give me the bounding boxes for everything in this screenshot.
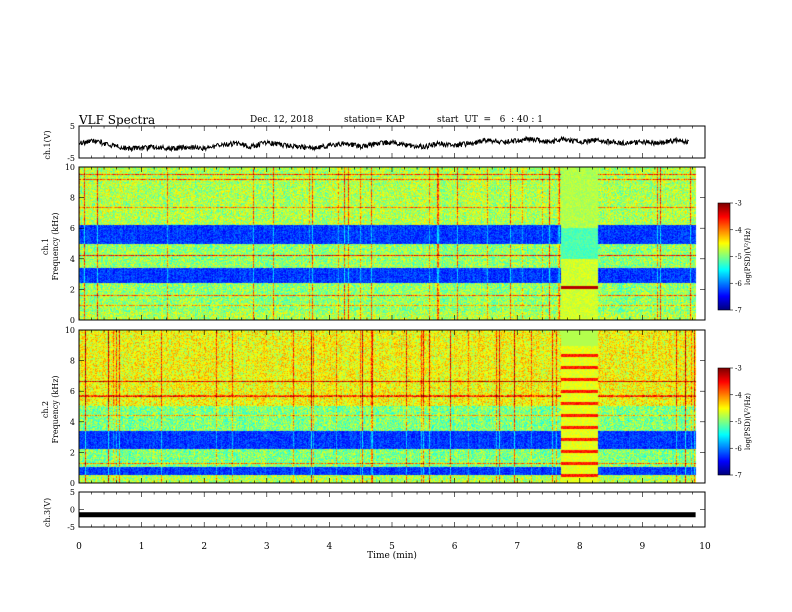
y-tick-label: 8 <box>70 194 75 203</box>
y-tick-label: 0 <box>70 316 75 325</box>
x-tick-label: 5 <box>389 542 395 552</box>
colorbar-tick-label: -3 <box>735 365 742 373</box>
colorbar-tick-label: -6 <box>735 445 742 453</box>
ch3-waveform-frame <box>78 491 706 528</box>
y-tick-label: 2 <box>70 285 75 294</box>
y-tick-label: 6 <box>70 224 75 233</box>
y-tick-label: -5 <box>67 154 75 163</box>
y-tick-label: 6 <box>70 387 75 396</box>
y-tick-label: 0 <box>70 479 75 488</box>
y-tick-label: 10 <box>65 326 75 335</box>
colorbar-tick-label: -7 <box>735 307 742 315</box>
ch1-ylabel: ch.1(V) <box>43 130 52 159</box>
colorbar-tick-label: -6 <box>735 280 742 288</box>
x-tick-label: 0 <box>76 542 82 552</box>
y-tick-label: 5 <box>70 122 75 131</box>
colorbar-label: log(PSD)(V²/Hz) <box>744 393 752 450</box>
colorbar-tick-label: -5 <box>735 253 742 261</box>
y-tick-label: 2 <box>70 448 75 457</box>
ch1-spectrogram-image <box>79 167 705 320</box>
ch3-ylabel: ch.3(V) <box>43 498 52 527</box>
y-tick-label: 5 <box>70 488 75 497</box>
colorbar-1 <box>718 203 730 310</box>
colorbar-tick-label: -7 <box>735 472 742 480</box>
x-axis-label: Time (min) <box>367 550 417 561</box>
colorbar-tick-label: -4 <box>735 226 742 234</box>
x-tick-label: 4 <box>327 542 333 552</box>
colorbar-tick-label: -3 <box>735 200 742 208</box>
colorbar-tick-label: -4 <box>735 391 742 399</box>
ch2-spec-ylabel-2: Frequency (kHz) <box>51 375 60 443</box>
x-tick-label: 8 <box>577 542 583 552</box>
y-tick-label: 8 <box>70 357 75 366</box>
colorbar-label: log(PSD)(V²/Hz) <box>744 228 752 285</box>
figure-title: VLF Spectra <box>79 113 156 127</box>
ch2-spec-ylabel: ch.2 <box>41 401 50 418</box>
x-tick-label: 7 <box>514 542 520 552</box>
station-label: station= KAP <box>344 115 405 125</box>
colorbar-2 <box>718 368 730 475</box>
ch1-waveform-line <box>78 135 689 153</box>
date-label: Dec. 12, 2018 <box>250 115 314 125</box>
x-tick-label: 2 <box>201 542 207 552</box>
x-tick-label: 6 <box>452 542 458 552</box>
ch2-spectrogram-image <box>79 330 705 483</box>
y-tick-label: -5 <box>67 523 75 532</box>
start-time-label: start UT = 6 : 40 : 1 <box>437 115 543 125</box>
x-tick-label: 10 <box>699 542 711 552</box>
x-tick-label: 3 <box>264 542 270 552</box>
y-tick-label: 4 <box>70 418 75 427</box>
y-tick-label: 0 <box>70 506 75 515</box>
ch1-spec-ylabel-2: Frequency (kHz) <box>51 212 60 280</box>
y-tick-label: 4 <box>70 255 75 264</box>
x-tick-label: 9 <box>640 542 646 552</box>
ch1-spec-ylabel: ch.1 <box>41 238 50 255</box>
colorbar-tick-label: -5 <box>735 418 742 426</box>
y-tick-label: 10 <box>65 163 75 172</box>
x-tick-label: 1 <box>139 542 145 552</box>
